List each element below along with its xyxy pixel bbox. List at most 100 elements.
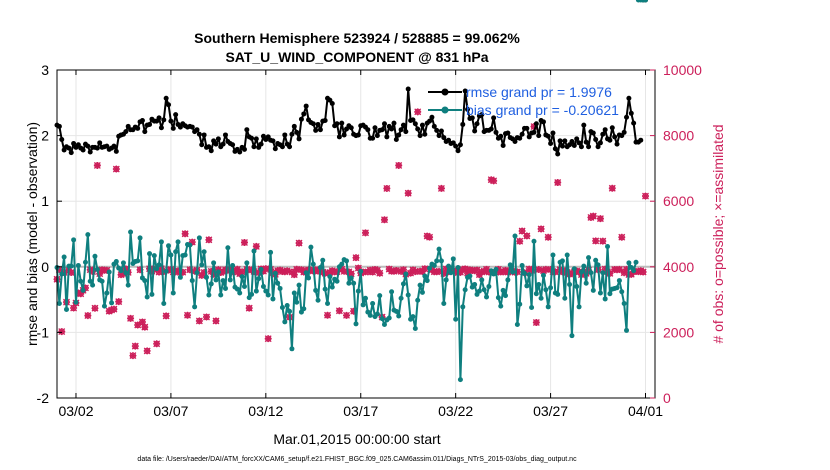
rmse-point	[415, 126, 421, 132]
bias-point	[431, 262, 437, 268]
bias-point	[548, 285, 554, 291]
obs-assimilated-marker	[523, 232, 531, 240]
rmse-point	[597, 140, 603, 146]
bias-point	[543, 287, 549, 293]
bias-point	[71, 237, 77, 243]
bias-point	[545, 304, 551, 310]
obs-assimilated-marker	[103, 266, 111, 274]
bias-point	[507, 262, 513, 268]
bias-point	[68, 263, 74, 269]
obs-assimilated-marker	[620, 269, 628, 277]
rmse-point	[384, 134, 390, 140]
bias-point	[204, 274, 209, 280]
rmse-point	[391, 120, 397, 126]
bias-point	[424, 278, 430, 284]
bias-point	[265, 292, 271, 298]
rmse-point	[602, 127, 608, 133]
rmse-point	[533, 121, 539, 127]
rmse-point	[479, 112, 485, 118]
rmse-point	[329, 100, 335, 106]
bias-point	[199, 262, 205, 268]
rmse-point	[431, 123, 437, 129]
bias-point	[621, 301, 627, 307]
bias-point	[529, 304, 535, 310]
bias-point	[583, 280, 589, 286]
obs-assimilated-marker	[361, 229, 369, 237]
bias-point	[99, 278, 105, 284]
x-tick-label-3: 03/17	[343, 403, 378, 419]
bias-point	[137, 235, 143, 241]
rmse-point	[206, 144, 212, 150]
rmse-point	[156, 115, 162, 121]
bias-point	[443, 277, 449, 283]
rmse-point	[500, 142, 506, 148]
bias-point	[403, 271, 409, 277]
bias-point	[491, 271, 497, 277]
rmse-point	[272, 146, 278, 152]
rmse-point	[199, 142, 205, 148]
rmse-point	[393, 137, 399, 143]
bias-point	[519, 262, 525, 268]
y-axis-label-right: # of obs: o=possible; ×=assimilated	[710, 124, 726, 343]
bias-point	[154, 266, 160, 272]
bias-point	[486, 283, 492, 289]
bias-point	[562, 295, 568, 301]
obs-assimilated-marker	[528, 266, 536, 274]
bias-point	[92, 253, 98, 259]
bias-point	[251, 248, 257, 254]
bias-point	[578, 269, 584, 275]
obs-assimilated-marker	[127, 314, 135, 322]
rmse-point	[559, 143, 565, 149]
rmse-point	[322, 118, 328, 124]
bias-point	[417, 282, 423, 288]
rmse-point	[519, 131, 525, 137]
rmse-point	[68, 150, 74, 156]
rmse-point	[213, 141, 219, 147]
bias-point	[279, 304, 285, 310]
bias-point	[85, 232, 91, 238]
bias-point	[588, 270, 594, 276]
rmse-point	[583, 139, 589, 145]
rmse-point	[379, 127, 385, 133]
bias-point	[619, 289, 625, 295]
rmse-point	[161, 117, 167, 123]
x-tick-label-1: 03/07	[153, 403, 188, 419]
rmse-point	[581, 122, 587, 128]
rmse-point	[370, 135, 376, 141]
bias-point	[123, 270, 129, 276]
bias-point	[56, 301, 62, 307]
rmse-point	[540, 119, 546, 125]
bias-point	[476, 288, 482, 294]
rmse-point	[612, 134, 618, 140]
rmse-point	[189, 124, 195, 130]
rmse-point	[472, 128, 478, 134]
bias-point	[455, 264, 461, 270]
bias-point	[493, 266, 499, 272]
obs-assimilated-marker	[58, 328, 66, 336]
obs-assimilated-marker	[324, 311, 332, 319]
obs-assimilated-marker	[89, 268, 97, 276]
obs-assimilated-marker	[110, 305, 118, 313]
rmse-point	[291, 123, 297, 129]
obs-assimilated-marker	[155, 268, 163, 276]
obs-assimilated-marker	[55, 266, 63, 274]
bias-point	[101, 303, 107, 309]
bias-point	[405, 292, 411, 298]
bias-point	[505, 277, 511, 283]
legend-marker-1	[441, 106, 449, 114]
rmse-point	[460, 121, 466, 127]
obs-assimilated-marker	[188, 238, 196, 246]
axis-ticks: 03/02 03/07 03/12 03/17 03/22 03/27 04/01 -2 -1 0…	[37, 62, 703, 419]
bias-point	[170, 290, 176, 296]
bias-point	[367, 312, 373, 318]
rmse-point	[462, 88, 468, 94]
rmse-point	[590, 130, 596, 136]
obs-assimilated-marker	[435, 267, 443, 275]
bias-point	[201, 249, 207, 255]
bias-point	[239, 274, 245, 280]
footnote: data file: /Users/raeder/DAI/ATM_forcXX/…	[137, 456, 577, 463]
bias-point	[258, 266, 264, 272]
bias-point	[559, 258, 565, 264]
rmse-point	[258, 141, 264, 147]
bias-point	[605, 243, 611, 249]
